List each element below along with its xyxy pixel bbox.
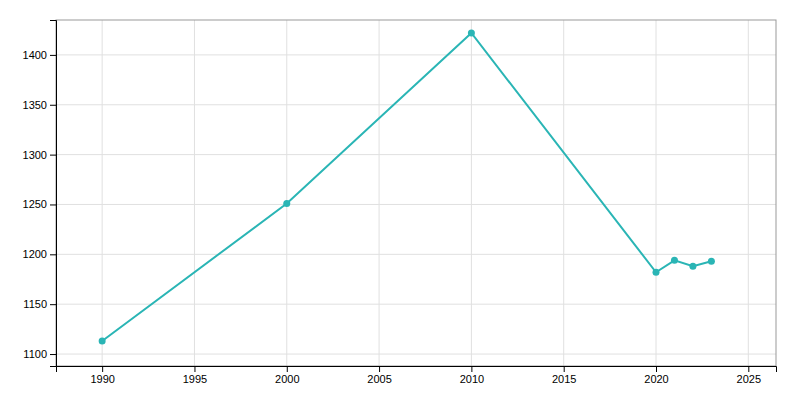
x-grid-line (194, 20, 195, 366)
x-tick-mark (748, 366, 749, 372)
x-tick: 1990 (90, 366, 114, 385)
x-tick-label: 1990 (90, 373, 114, 385)
plot-frame (56, 20, 776, 366)
y-grid-line (56, 354, 776, 355)
point (671, 257, 678, 264)
y-tick-mark (50, 55, 56, 56)
y-tick-mark (50, 354, 56, 355)
chart: 1990 1995 2000 2005 2010 2015 2020 2025 1100 1150… (0, 0, 800, 400)
y-tick: 1100 (23, 348, 56, 360)
point (708, 258, 715, 265)
point (283, 200, 290, 207)
y-tick-mark (50, 204, 56, 205)
y-tick-mark (50, 155, 56, 156)
x-axis-line (57, 367, 777, 373)
x-tick-label: 2025 (737, 373, 761, 385)
y-tick-mark (50, 254, 56, 255)
y-tick: 1350 (23, 99, 56, 111)
series (99, 29, 715, 344)
x-axis: 1990 1995 2000 2005 2010 2015 2020 2025 (57, 366, 777, 385)
x-tick-mark (379, 366, 380, 372)
x-grid-line (471, 20, 472, 366)
y-tick: 1200 (23, 248, 56, 260)
y-tick: 1400 (23, 49, 56, 61)
x-tick-label: 2005 (367, 373, 391, 385)
x-tick: 2020 (644, 366, 668, 385)
x-tick: 2025 (737, 366, 761, 385)
point (99, 338, 106, 345)
line (102, 33, 711, 341)
point (653, 269, 660, 276)
x-tick-label: 2010 (460, 373, 484, 385)
y-tick-label: 1250 (23, 198, 47, 210)
y-grid-line (56, 254, 776, 255)
y-tick-label: 1400 (23, 49, 47, 61)
x-grid-line (656, 20, 657, 366)
y-grid-line (56, 304, 776, 305)
x-tick-label: 2015 (552, 373, 576, 385)
y-tick-label: 1350 (23, 99, 47, 111)
x-grid-line (563, 20, 564, 366)
x-tick-label: 2000 (275, 373, 299, 385)
plot: 1990 1995 2000 2005 2010 2015 2020 2025 1100 1150… (23, 20, 777, 385)
x-tick-mark (102, 366, 103, 372)
x-grid-line (379, 20, 380, 366)
point (468, 29, 475, 36)
x-tick: 2000 (275, 366, 299, 385)
x-tick: 1995 (183, 366, 207, 385)
y-grid-line (56, 54, 776, 55)
x-tick-label: 1995 (183, 373, 207, 385)
x-tick-mark (564, 366, 565, 372)
x-tick-label: 2020 (644, 373, 668, 385)
point (689, 263, 696, 270)
x-tick-mark (194, 366, 195, 372)
y-tick-label: 1150 (23, 298, 47, 310)
y-grid-line (56, 154, 776, 155)
y-axis: 1100 1150 1200 1250 1300 1350 1400 (23, 21, 57, 367)
y-grid-line (56, 104, 776, 105)
grid (56, 20, 776, 366)
y-tick: 1150 (23, 298, 56, 310)
x-tick: 2010 (460, 366, 484, 385)
y-tick-mark (50, 304, 56, 305)
y-tick: 1250 (23, 198, 56, 210)
x-tick: 2005 (367, 366, 391, 385)
y-tick: 1300 (23, 149, 56, 161)
y-tick-mark (50, 105, 56, 106)
x-tick: 2015 (552, 366, 576, 385)
y-tick-label: 1200 (23, 248, 47, 260)
x-tick-mark (287, 366, 288, 372)
x-grid-line (102, 20, 103, 366)
y-grid-line (56, 204, 776, 205)
y-tick-label: 1300 (23, 149, 47, 161)
x-tick-mark (656, 366, 657, 372)
y-axis-line (50, 21, 57, 367)
x-grid-line (286, 20, 287, 366)
x-tick-mark (471, 366, 472, 372)
y-tick-label: 1100 (23, 348, 47, 360)
x-grid-line (748, 20, 749, 366)
